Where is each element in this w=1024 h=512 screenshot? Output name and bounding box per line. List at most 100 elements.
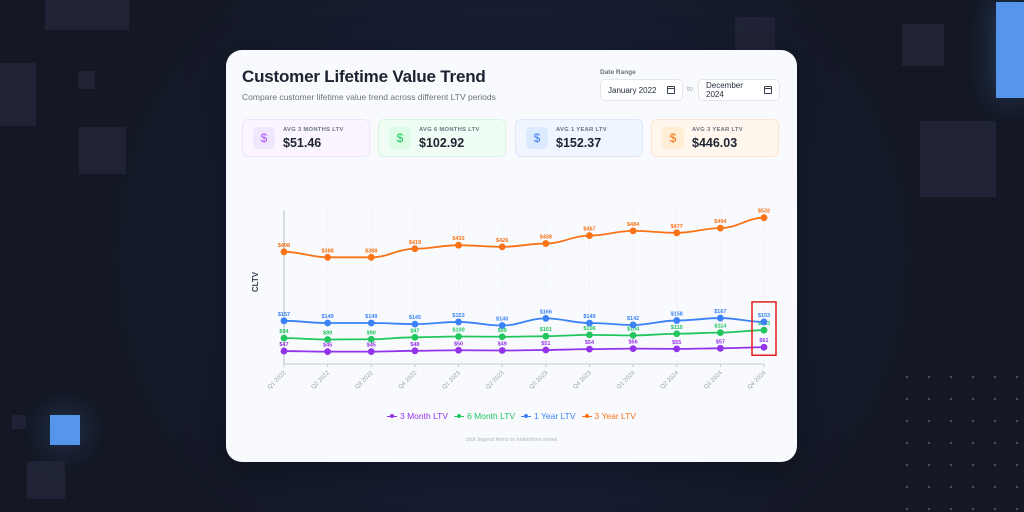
legend-label: 1 Year LTV <box>534 411 576 421</box>
stat-value: $51.46 <box>283 135 322 150</box>
data-point <box>586 331 593 339</box>
legend-marker-icon <box>581 413 592 419</box>
x-tick-label: Q4 2024 <box>747 370 768 391</box>
data-point <box>324 319 332 327</box>
background-square <box>12 415 26 429</box>
data-label: $114 <box>714 324 727 330</box>
dollar-icon: $ <box>253 127 275 149</box>
background-accent-square <box>50 415 80 445</box>
data-point <box>716 224 724 232</box>
data-label: $149 <box>583 314 595 320</box>
data-point <box>324 348 332 356</box>
data-label: $532 <box>758 209 770 215</box>
x-tick-label: Q4 2022 <box>398 370 419 391</box>
data-point <box>542 240 550 247</box>
x-tick-label: Q3 2024 <box>703 370 724 391</box>
data-label: $388 <box>365 248 377 254</box>
data-point <box>280 334 288 342</box>
data-label: $55 <box>672 340 681 346</box>
data-point <box>498 347 506 354</box>
data-point <box>455 318 462 326</box>
series-line-3-month-ltv <box>283 346 765 353</box>
data-point <box>367 335 375 343</box>
legend-marker-icon <box>387 413 398 419</box>
data-point <box>498 243 506 251</box>
data-point <box>716 329 724 337</box>
data-label: $89 <box>323 331 332 337</box>
x-tick-label: Q3 2022 <box>354 370 375 391</box>
data-label: $56 <box>628 340 637 346</box>
background-square <box>78 71 95 89</box>
data-label: $101 <box>540 327 552 333</box>
data-label: $100 <box>452 328 464 334</box>
data-point <box>455 241 462 249</box>
background-square <box>79 127 126 174</box>
end-date-input[interactable]: December 2024 <box>698 79 780 101</box>
stat-value: $102.92 <box>419 135 465 150</box>
page-subtitle: Compare customer lifetime value trend ac… <box>242 92 496 102</box>
legend-item-3-month-ltv[interactable]: 3 Month LTV <box>387 411 448 421</box>
data-label: $426 <box>496 238 508 244</box>
background-square <box>920 121 996 197</box>
data-point <box>498 322 506 329</box>
legend-label: 3 Month LTV <box>400 411 449 421</box>
x-tick-label: Q2 2023 <box>485 370 506 391</box>
data-point <box>673 229 681 237</box>
legend-hint: click legend items to hide/show series <box>465 437 558 443</box>
data-point <box>324 336 332 343</box>
data-point <box>716 314 724 322</box>
stat-card-1-year: $ AVG 1 YEAR LTV $152.37 <box>515 119 643 157</box>
data-point <box>498 333 506 341</box>
background-square <box>902 24 944 66</box>
data-label: $47 <box>279 342 288 348</box>
data-label: $99 <box>498 328 507 334</box>
data-point <box>324 253 332 261</box>
data-point <box>629 227 637 235</box>
x-tick-label: Q2 2024 <box>660 370 681 391</box>
data-label: $106 <box>583 326 595 332</box>
dollar-icon: $ <box>662 127 684 149</box>
data-point <box>411 333 419 341</box>
data-label: $145 <box>409 315 421 321</box>
data-point <box>280 317 288 325</box>
legend-label: 3 Year LTV <box>594 411 636 421</box>
data-point <box>411 245 419 253</box>
background-square <box>0 63 36 126</box>
data-label: $149 <box>322 314 334 320</box>
series-line-6-month-ltv <box>283 329 765 341</box>
y-axis-label: CLTV <box>251 271 260 292</box>
data-label: $97 <box>410 328 419 334</box>
data-label: $166 <box>540 309 552 315</box>
data-point <box>280 347 288 355</box>
legend-item-3-year-ltv[interactable]: 3 Year LTV <box>581 411 636 421</box>
calendar-icon[interactable] <box>667 86 675 94</box>
legend-item-1-year-ltv[interactable]: 1 Year LTV <box>521 411 576 421</box>
calendar-icon[interactable] <box>764 86 772 94</box>
end-date-value: December 2024 <box>706 81 743 99</box>
data-point <box>280 248 288 256</box>
data-label: $153 <box>758 313 770 319</box>
date-range-separator: to <box>687 86 693 93</box>
stat-card-3-year: $ AVG 3 YEAR LTV $446.03 <box>651 119 779 157</box>
dollar-icon: $ <box>526 127 548 149</box>
x-tick-label: Q4 2023 <box>572 370 593 391</box>
data-point <box>629 345 637 352</box>
data-point <box>455 333 462 340</box>
data-point <box>542 332 550 340</box>
x-tick-label: Q1 2024 <box>616 370 637 391</box>
data-label: $438 <box>540 235 552 241</box>
data-point <box>367 348 375 356</box>
data-point <box>673 317 681 324</box>
legend-label: 6 Month LTV <box>467 411 516 421</box>
legend-item-6-month-ltv[interactable]: 6 Month LTV <box>454 411 515 421</box>
data-label: $45 <box>323 343 332 349</box>
data-label: $408 <box>278 243 290 249</box>
data-label: $142 <box>627 316 639 322</box>
data-label: $388 <box>322 248 334 254</box>
data-label: $94 <box>279 329 289 335</box>
data-point <box>629 321 637 329</box>
date-range-label: Date Range <box>600 69 636 76</box>
data-label: $167 <box>714 309 726 315</box>
start-date-input[interactable]: January 2022 <box>600 79 683 101</box>
data-label: $432 <box>452 236 464 242</box>
